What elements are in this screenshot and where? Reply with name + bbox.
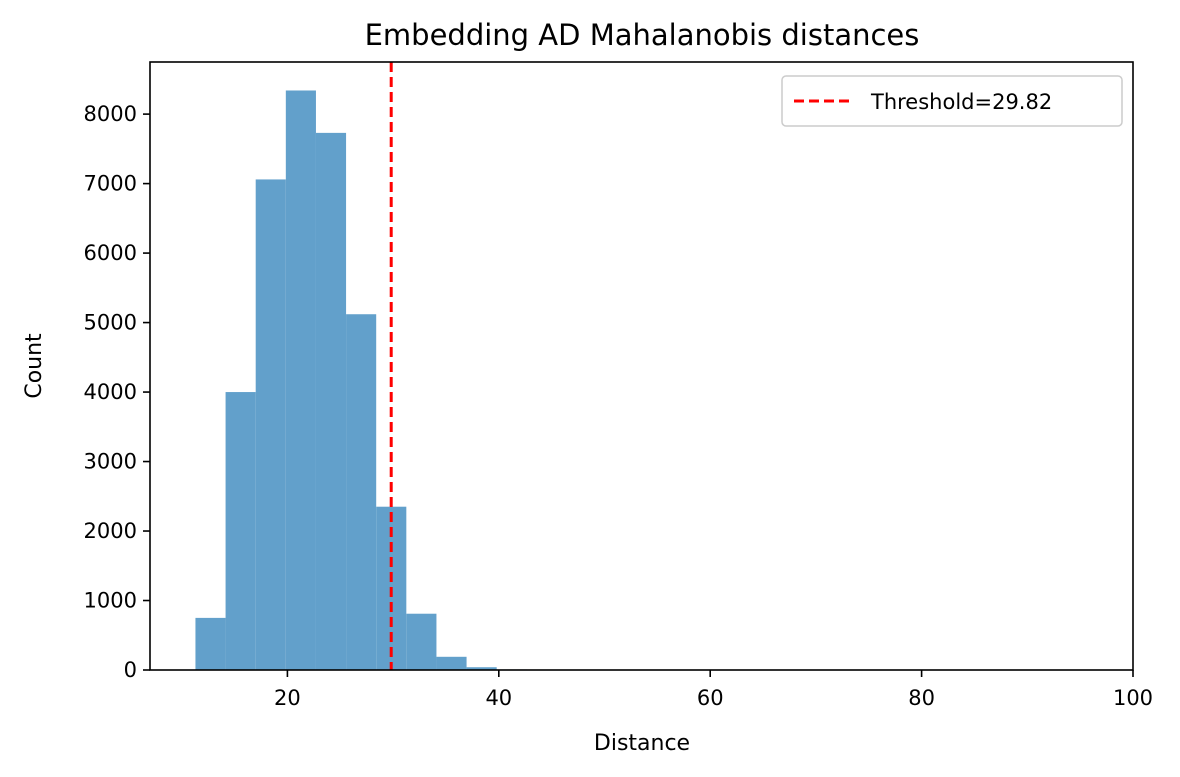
histogram-bar-8 (436, 656, 467, 670)
histogram-bar-4 (315, 132, 347, 670)
y-tick-label: 7000 (84, 172, 137, 196)
x-tick-label: 80 (908, 686, 935, 710)
y-tick-label: 3000 (84, 450, 137, 474)
histogram-bar-7 (406, 613, 437, 670)
chart-title: Embedding AD Mahalanobis distances (365, 18, 920, 52)
x-tick-label: 100 (1113, 686, 1153, 710)
y-axis-label: Count (22, 333, 47, 399)
y-tick-label: 0 (124, 658, 137, 682)
histogram-bar-0 (195, 617, 226, 670)
y-tick-label: 1000 (84, 589, 137, 613)
x-tick-label: 20 (274, 686, 301, 710)
legend-box (781, 75, 1123, 127)
x-tick-label: 40 (485, 686, 512, 710)
y-tick-label: 4000 (84, 380, 137, 404)
histogram-bars (195, 90, 557, 671)
y-axis-ticks: 0 1000 2000 3000 4000 5000 6000 7000 8000 (84, 102, 150, 682)
histogram-bar-2 (255, 179, 286, 671)
histogram-bar-5 (346, 314, 377, 670)
legend-threshold-label: Threshold=29.82 (870, 90, 1052, 114)
histogram-bar-9 (466, 667, 497, 670)
x-axis-label: Distance (594, 731, 690, 756)
histogram-bar-1 (225, 392, 256, 670)
y-tick-label: 2000 (84, 519, 137, 543)
x-axis-ticks: 20 40 60 80 100 (274, 670, 1153, 710)
y-tick-label: 8000 (84, 102, 137, 126)
x-tick-label: 60 (697, 686, 724, 710)
histogram-bar-3 (285, 90, 316, 671)
y-tick-label: 5000 (84, 311, 137, 335)
legend: Threshold=29.82 (781, 75, 1123, 127)
y-tick-label: 6000 (84, 241, 137, 265)
plot-frame (149, 61, 1134, 671)
